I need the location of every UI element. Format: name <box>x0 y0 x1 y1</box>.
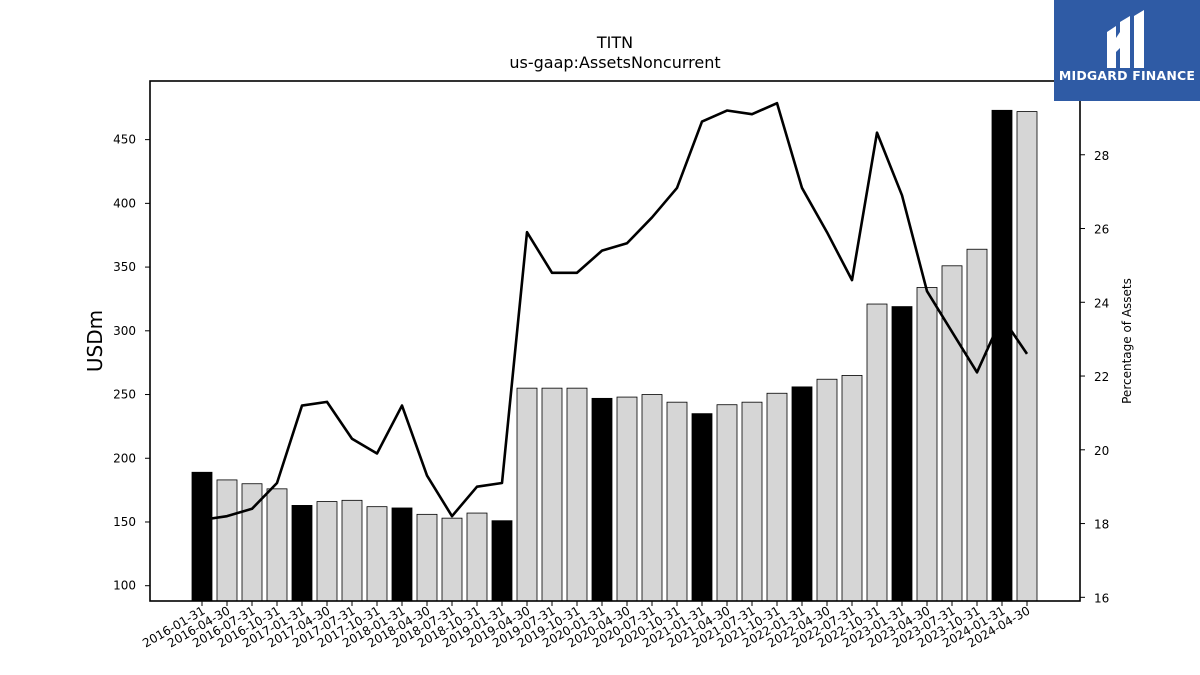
bar <box>1016 111 1038 602</box>
chart-title: TITN <box>596 33 633 52</box>
bar <box>891 306 913 602</box>
bar <box>941 265 963 602</box>
percentage-line <box>201 101 1029 522</box>
bar <box>866 303 888 602</box>
y-tick-label: 450 <box>113 133 136 147</box>
bar <box>441 517 463 602</box>
y2-tick-label: 22 <box>1094 370 1109 384</box>
logo-text: MIDGARD FINANCE <box>1058 68 1196 83</box>
bar <box>391 507 413 602</box>
y-tick-label: 350 <box>113 260 136 274</box>
plot-area: 1001502002503003504004501618202224262820… <box>113 80 1109 650</box>
bar <box>466 512 488 602</box>
bar <box>416 513 438 602</box>
bar <box>641 394 663 602</box>
chart-subtitle: us-gaap:AssetsNoncurrent <box>509 53 720 72</box>
bar <box>216 479 238 602</box>
plot-frame <box>149 80 1081 602</box>
bar <box>966 248 988 602</box>
bar <box>616 396 638 602</box>
bar <box>366 506 388 602</box>
bar <box>791 386 813 602</box>
bar <box>841 375 863 602</box>
bar <box>591 397 613 602</box>
bar <box>766 392 788 602</box>
bar <box>816 378 838 602</box>
y2-tick-label: 26 <box>1094 223 1109 237</box>
y2-tick-label: 16 <box>1094 591 1109 605</box>
y-tick-label: 200 <box>113 451 136 465</box>
y-tick-label: 150 <box>113 515 136 529</box>
y2-axis-label: Percentage of Assets <box>1120 278 1134 404</box>
bar <box>666 401 688 602</box>
brand-logo: MIDGARD FINANCE <box>1054 0 1200 101</box>
y-tick-label: 100 <box>113 579 136 593</box>
y-tick-label: 300 <box>113 324 136 338</box>
bar <box>266 488 288 602</box>
bar <box>716 404 738 602</box>
y-tick-label: 400 <box>113 196 136 210</box>
y2-tick-label: 24 <box>1094 296 1109 310</box>
bar <box>341 499 363 602</box>
bar <box>741 401 763 602</box>
y2-tick-label: 18 <box>1094 518 1109 532</box>
bar <box>291 505 313 602</box>
y-axis-label: USDm <box>83 310 107 372</box>
bar <box>916 287 938 602</box>
y2-tick-label: 20 <box>1094 444 1109 458</box>
bar <box>541 387 563 602</box>
bar <box>516 387 538 602</box>
bar <box>991 109 1013 602</box>
bar <box>691 413 713 602</box>
bar <box>191 471 213 602</box>
bar <box>491 520 513 602</box>
logo-mark-icon <box>1107 10 1144 68</box>
y-tick-label: 250 <box>113 388 136 402</box>
bar <box>316 501 338 602</box>
bar <box>566 387 588 602</box>
y2-tick-label: 28 <box>1094 149 1109 163</box>
